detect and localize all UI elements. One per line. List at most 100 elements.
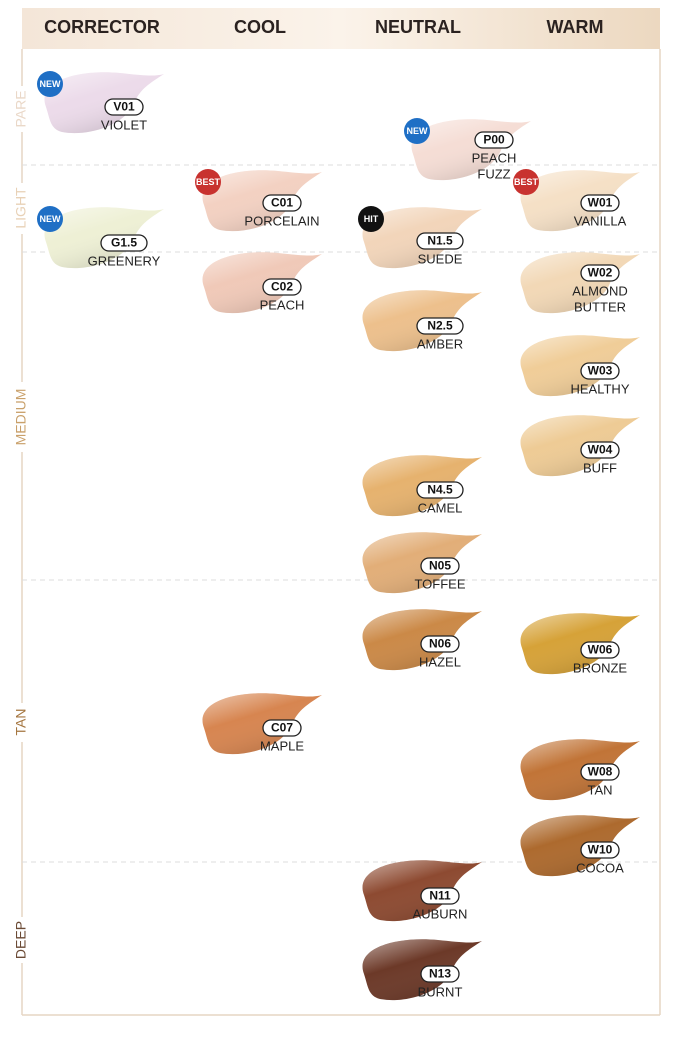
frame [21, 49, 661, 1016]
code-pill [580, 763, 620, 781]
code-pill [262, 278, 302, 296]
code-pill [580, 441, 620, 459]
badge [404, 118, 430, 144]
shade-code: N05 [429, 559, 451, 573]
shade-name: AMBER [417, 336, 463, 351]
badge [513, 169, 539, 195]
swatch-sheen [520, 415, 640, 477]
shade-name: AUBURN [413, 906, 468, 921]
code-pill [416, 232, 464, 250]
shade-code: N2.5 [427, 319, 453, 333]
depth-label: PARE [13, 90, 29, 127]
shade-name: VIOLET [101, 117, 147, 132]
depth-label: MEDIUM [13, 389, 29, 446]
shade-name: MAPLE [260, 738, 304, 753]
depth-label: TAN [13, 709, 29, 736]
shade-code: W06 [588, 643, 613, 657]
shade-name: BUTTER [574, 299, 626, 314]
shade-name: ALMOND [572, 283, 628, 298]
swatch: N4.5 CAMEL [362, 455, 482, 517]
badge-text: NEW [40, 79, 62, 89]
code-pill [262, 719, 302, 737]
column-header: NEUTRAL [375, 17, 461, 37]
swatch: G1.5 GREENERY NEW [37, 206, 165, 268]
swatch: C01 PORCELAIN BEST [195, 169, 322, 232]
shade-code: G1.5 [111, 236, 137, 250]
shade-code: C07 [271, 721, 293, 735]
column-header: WARM [547, 17, 604, 37]
swatch: W08 TAN [520, 739, 640, 801]
swatch: N05 TOFFEE [362, 532, 482, 594]
badge [37, 206, 63, 232]
shade-code: P00 [483, 133, 505, 147]
swatch: N11 AUBURN [362, 860, 482, 921]
shade-code: C02 [271, 280, 293, 294]
shade-code: N13 [429, 967, 451, 981]
shade-name: VANILLA [574, 213, 627, 228]
code-pill [474, 131, 514, 149]
swatch: V01 VIOLET NEW [37, 71, 165, 134]
swatch-sheen [44, 72, 165, 134]
swatch: W03 HEALTHY [520, 335, 640, 397]
badge-text: NEW [407, 126, 429, 136]
swatch: N06 HAZEL [362, 609, 482, 671]
code-pill [100, 234, 148, 252]
badge [195, 169, 221, 195]
depth-label: LIGHT [13, 187, 29, 229]
swatch-sheen [520, 613, 640, 675]
swatch: N1.5 SUEDE HIT [358, 206, 482, 269]
shade-code: W04 [588, 443, 613, 457]
shade-name: GREENERY [88, 253, 161, 268]
shade-code: W02 [588, 266, 613, 280]
swatch-sheen [202, 693, 322, 755]
code-pill [262, 194, 302, 212]
shade-name: CAMEL [418, 500, 463, 515]
swatch-sheen [520, 815, 640, 877]
shade-code: N1.5 [427, 234, 453, 248]
code-pill [420, 965, 460, 983]
badge [358, 206, 384, 232]
code-pill [580, 362, 620, 380]
shade-code: W08 [588, 765, 613, 779]
shade-name: HEALTHY [571, 381, 630, 396]
code-pill [580, 264, 620, 282]
code-pill [580, 194, 620, 212]
shade-name: HAZEL [419, 654, 461, 669]
shade-code: C01 [271, 196, 293, 210]
shade-code: V01 [113, 100, 135, 114]
shade-name: TAN [587, 782, 612, 797]
code-pill [420, 887, 460, 905]
swatch-sheen [520, 335, 640, 397]
code-pill [104, 98, 144, 116]
shade-name: PEACH [260, 297, 305, 312]
shade-name: BRONZE [573, 660, 628, 675]
column-header: COOL [234, 17, 286, 37]
code-pill [416, 481, 464, 499]
shade-name: FUZZ [477, 166, 510, 181]
badge-text: NEW [40, 214, 62, 224]
swatch-sheen [202, 252, 322, 314]
swatch: W10 COCOA [520, 815, 640, 877]
shade-code: N11 [429, 889, 451, 903]
column-header: CORRECTOR [44, 17, 160, 37]
swatch: N13 BURNT [362, 939, 482, 1001]
shade-code: W01 [588, 196, 613, 210]
shade-code: N06 [429, 637, 451, 651]
shade-name: TOFFEE [414, 576, 465, 591]
header-bar [22, 8, 660, 49]
shade-code: N4.5 [427, 483, 453, 497]
badge-text: HIT [364, 214, 379, 224]
swatch: N2.5 AMBER [362, 290, 482, 351]
shade-name: PEACH [472, 150, 517, 165]
depth-label: DEEP [13, 921, 29, 959]
shade-code: W03 [588, 364, 613, 378]
shade-code: W10 [588, 843, 613, 857]
swatch-sheen [520, 170, 640, 232]
swatch-sheen [202, 170, 322, 232]
shade-name: BUFF [583, 460, 617, 475]
shade-name: BURNT [418, 984, 463, 999]
swatch: C07 MAPLE [202, 693, 322, 755]
